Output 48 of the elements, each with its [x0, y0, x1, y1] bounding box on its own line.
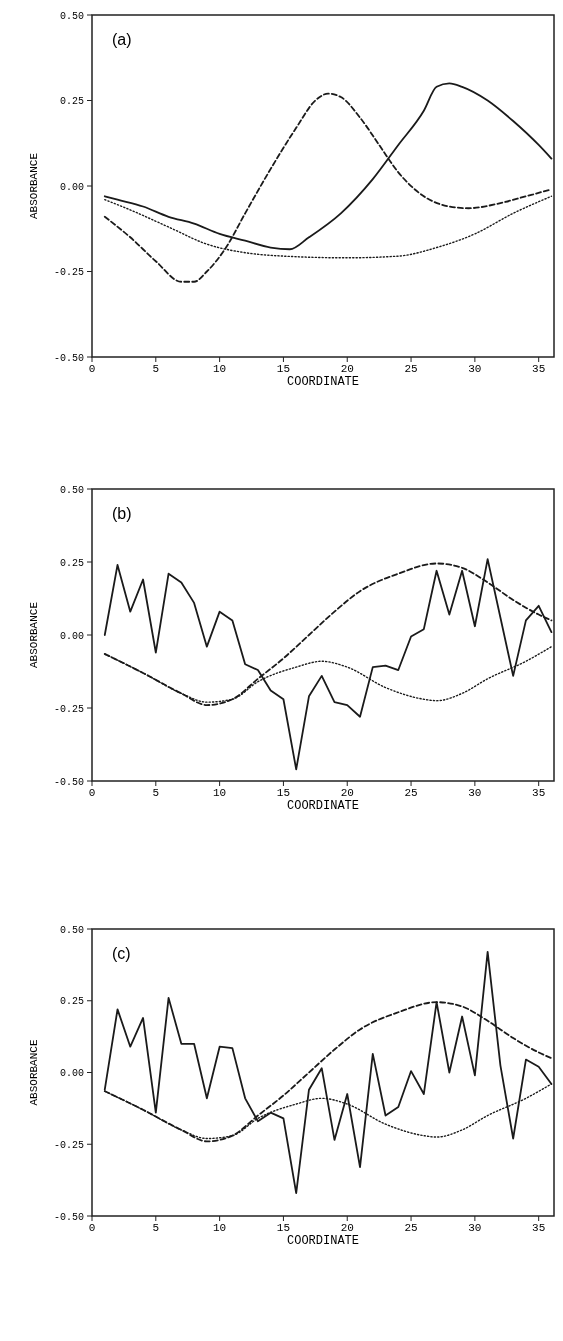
y-tick-label: 0.50 [59, 924, 84, 936]
x-tick-label: 35 [532, 787, 546, 799]
y-tick-label: 0.25 [59, 996, 84, 1008]
x-tick-label: 10 [213, 363, 227, 375]
y-tick-label: -0.50 [53, 776, 84, 788]
y-axis-title: ABSORBANCE [28, 601, 40, 669]
y-tick-label: -0.25 [53, 267, 84, 278]
x-tick-label: 5 [152, 363, 160, 375]
y-tick-label: -0.50 [53, 352, 84, 364]
x-tick-label: 10 [213, 1222, 227, 1234]
x-tick-label: 15 [276, 363, 291, 375]
x-tick-label: 15 [276, 787, 291, 799]
x-tick-label: 10 [213, 787, 227, 799]
y-tick-label: 0.00 [59, 181, 84, 193]
x-axis-title: COORDINATE [286, 1234, 360, 1248]
x-tick-label: 5 [152, 1222, 160, 1234]
x-tick-label: 20 [340, 787, 354, 799]
y-tick-label: 0.00 [59, 1068, 84, 1079]
x-tick-label: 30 [468, 1222, 482, 1234]
y-axis-title: ABSORBANCE [28, 152, 40, 220]
x-tick-label: 30 [468, 363, 482, 375]
x-tick-label: 30 [468, 787, 482, 799]
y-tick-label: -0.50 [53, 1211, 84, 1223]
x-axis-title: COORDINATE [286, 799, 360, 813]
x-tick-label: 0 [88, 787, 96, 799]
x-tick-label: 0 [88, 1222, 96, 1234]
x-tick-label: 35 [532, 1222, 546, 1234]
y-tick-label: 0.25 [59, 96, 84, 107]
annotation: (c) [112, 945, 131, 962]
x-tick-label: 25 [404, 1222, 418, 1234]
x-tick-label: 0 [88, 363, 96, 375]
annotation: (a) [112, 31, 132, 48]
x-tick-label: 15 [276, 1222, 291, 1234]
y-axis-title: ABSORBANCE [28, 1039, 40, 1106]
x-tick-label: 25 [404, 787, 418, 799]
y-tick-label: 0.25 [59, 557, 84, 569]
y-tick-label: 0.00 [59, 630, 84, 642]
y-tick-label: -0.25 [53, 1139, 84, 1151]
y-tick-label: 0.50 [59, 10, 84, 22]
x-tick-label: 20 [340, 1222, 354, 1234]
x-tick-label: 5 [152, 787, 160, 799]
y-tick-label: -0.25 [53, 703, 84, 715]
x-tick-label: 20 [340, 363, 354, 375]
x-tick-label: 25 [404, 363, 418, 375]
annotation: (b) [112, 505, 132, 522]
x-axis-title: COORDINATE [286, 375, 360, 389]
y-tick-label: 0.50 [59, 484, 84, 496]
x-tick-label: 35 [532, 363, 546, 375]
